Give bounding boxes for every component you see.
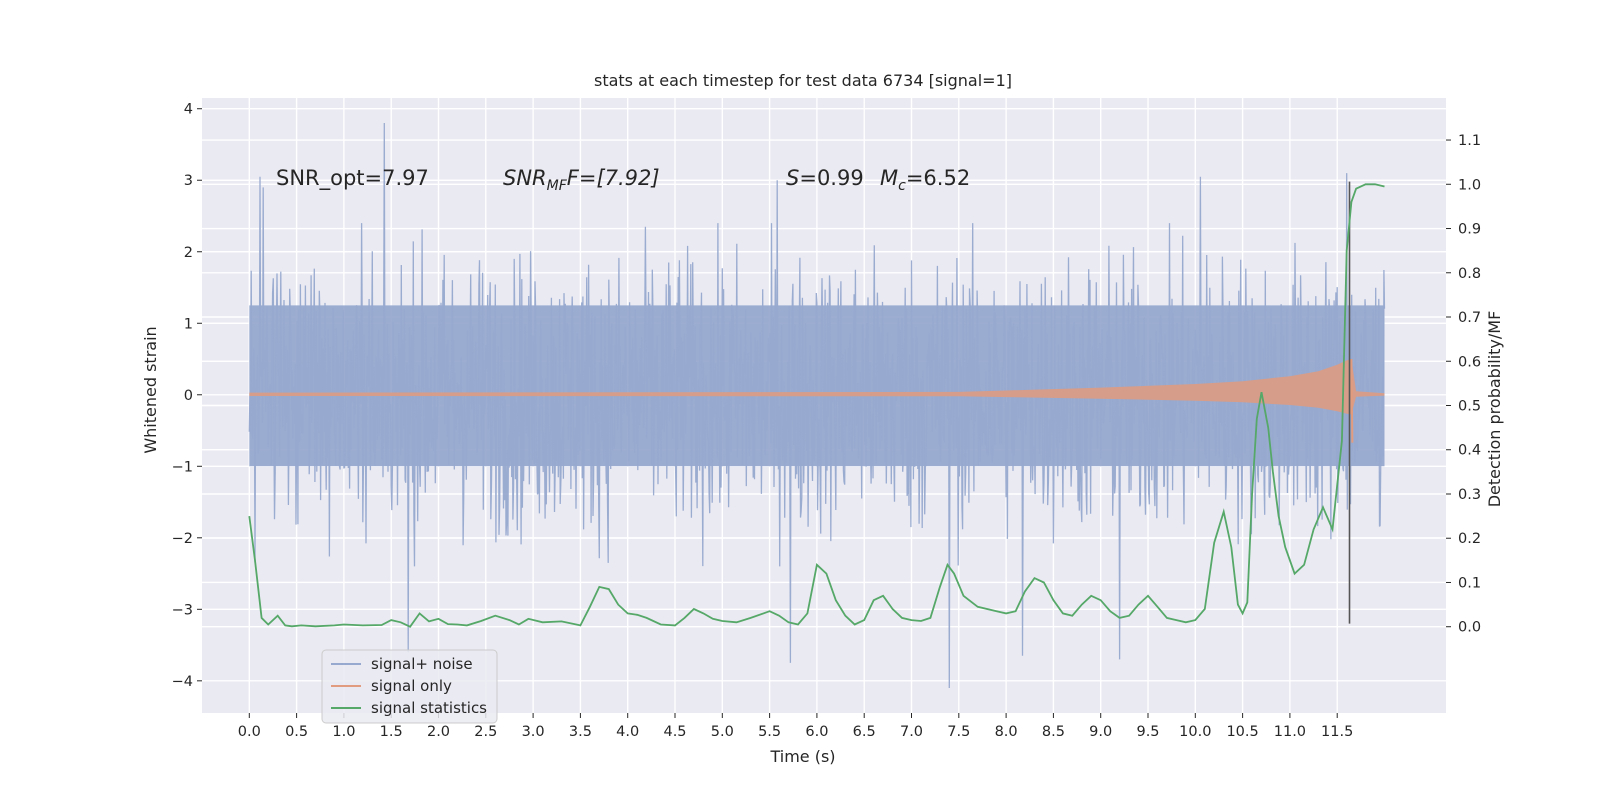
x-tick-label: 2.0 <box>427 724 450 740</box>
y-tick-label: 3 <box>184 173 193 189</box>
legend-box <box>321 649 498 724</box>
y2-tick-label: 0.2 <box>1458 531 1481 547</box>
y-tick-label: −2 <box>172 531 193 547</box>
y-tick-label: −1 <box>172 459 193 475</box>
y2-tick-label: 1.0 <box>1458 177 1481 193</box>
legend-label-signal-statistics: signal statistics <box>371 699 487 717</box>
signal-noise-line <box>248 122 1386 689</box>
annotation-snr-mf-main: SNR <box>503 166 547 190</box>
x-tick-label: 4.0 <box>616 724 639 740</box>
x-tick-label: 11.0 <box>1274 724 1306 740</box>
y-tick-label: −3 <box>172 602 193 618</box>
y2-tick-label: 0.4 <box>1458 443 1481 459</box>
x-tick-label: 3.0 <box>522 724 545 740</box>
annotation-snr-opt: SNR_opt=7.97 <box>276 166 429 191</box>
y2-tick-label: 0.9 <box>1458 222 1481 238</box>
x-tick-label: 7.0 <box>900 724 923 740</box>
y-tick-label: −4 <box>172 674 193 690</box>
signal-statistics-line <box>248 183 1385 628</box>
annotation-s-value: =0.99 <box>799 166 863 190</box>
annotation-mc-sub: c <box>898 178 906 194</box>
x-tick-label: 4.5 <box>663 724 686 740</box>
legend-label-signal-only: signal only <box>371 677 452 695</box>
annotations: SNR_opt=7.97 SNRMFF=[7.92] S=0.99 Mc=6.5… <box>276 166 970 194</box>
legend-label-signal-noise: signal+ noise <box>371 655 473 673</box>
annotation-mc-main: M <box>880 166 898 190</box>
chart-title: stats at each timestep for test data 673… <box>594 71 1012 90</box>
x-tick-label: 0.0 <box>238 724 261 740</box>
x-tick-label: 5.0 <box>711 724 734 740</box>
annotation-snr-mf-f: F=[7.92] <box>567 166 660 190</box>
x-tick-label: 5.5 <box>758 724 781 740</box>
x-tick-label: 11.5 <box>1321 724 1353 740</box>
x-tick-label: 1.0 <box>332 724 355 740</box>
y2-axis-label: Detection probability/MF <box>1485 311 1504 508</box>
y-tick-label: 4 <box>184 102 193 118</box>
x-tick-label: 9.0 <box>1089 724 1112 740</box>
series-signal-noise <box>248 122 1386 689</box>
x-tick-label: 10.5 <box>1226 724 1258 740</box>
y-tick-label: 0 <box>184 388 193 404</box>
y2-tick-label: 0.1 <box>1458 575 1481 591</box>
annotation-s: S=0.99 <box>786 166 864 190</box>
annotation-snr-mf-sub: MF <box>547 178 568 194</box>
series-signal-only <box>249 359 1385 443</box>
y2-tick-label: 0.3 <box>1458 487 1481 503</box>
y2-tick-label: 0.6 <box>1458 354 1481 370</box>
series-signal-statistics <box>248 183 1385 628</box>
signal-only-envelope <box>249 359 1385 415</box>
x-tick-label: 3.5 <box>569 724 592 740</box>
y-axis-label: Whitened strain <box>141 326 160 453</box>
y2-tick-label: 0.0 <box>1458 620 1481 636</box>
x-tick-label: 0.5 <box>285 724 308 740</box>
x-tick-label: 10.0 <box>1179 724 1211 740</box>
x-tick-label: 2.5 <box>474 724 497 740</box>
x-axis-label: Time (s) <box>769 747 835 766</box>
annotation-mc: Mc=6.52 <box>880 166 970 194</box>
annotation-snr-mf: SNRMFF=[7.92] <box>503 166 660 194</box>
y2-tick-label: 0.7 <box>1458 310 1481 326</box>
y2-tick-label: 0.5 <box>1458 399 1481 415</box>
signal-only-merger-dip <box>1350 359 1354 443</box>
x-tick-label: 8.5 <box>1042 724 1065 740</box>
x-tick-label: 6.5 <box>853 724 876 740</box>
x-tick-label: 1.5 <box>380 724 403 740</box>
y2-tick-label: 1.1 <box>1458 133 1481 149</box>
annotation-s-symbol: S <box>786 166 799 190</box>
y-tick-label: 2 <box>184 245 193 261</box>
x-tick-label: 6.0 <box>805 724 828 740</box>
axes: 0.0 0.5 1.0 1.5 2.0 2.5 3.0 3.5 4.0 4.5 5.0 5.5 6.0 6… <box>172 102 1481 740</box>
annotation-mc-value: =6.52 <box>906 166 970 190</box>
y2-tick-label: 0.8 <box>1458 266 1481 282</box>
y-tick-label: 1 <box>184 316 193 332</box>
x-tick-label: 9.5 <box>1136 724 1159 740</box>
x-tick-label: 7.5 <box>947 724 970 740</box>
x-tick-label: 8.0 <box>995 724 1018 740</box>
legend: signal+ noise signal only signal statist… <box>321 649 498 724</box>
